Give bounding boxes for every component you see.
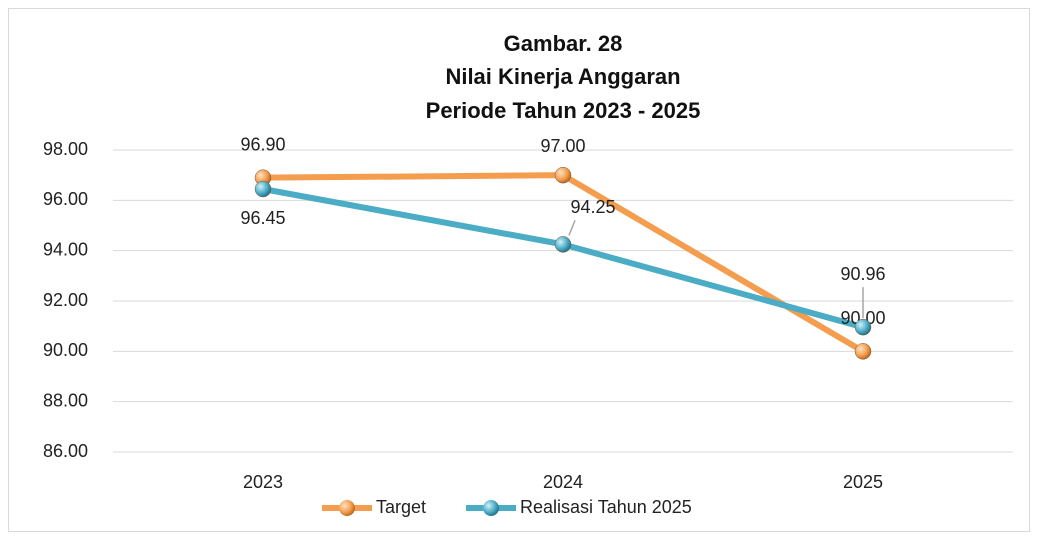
chart-title: Periode Tahun 2023 - 2025 [426,98,701,123]
y-tick-label: 98.00 [43,139,88,159]
chart-title: Gambar. 28 [504,31,623,56]
y-tick-label: 90.00 [43,340,88,360]
data-label: 96.45 [240,208,285,228]
data-label: 94.25 [570,197,615,217]
x-tick-label: 2024 [543,472,583,492]
data-point [554,166,572,184]
y-tick-label: 88.00 [43,390,88,410]
y-tick-label: 86.00 [43,441,88,461]
x-tick-label: 2025 [843,472,883,492]
legend-label: Target [376,497,426,517]
chart-border [8,8,1030,532]
chart-title: Nilai Kinerja Anggaran [445,64,680,89]
data-point [854,318,872,336]
data-point [554,236,572,253]
y-tick-label: 92.00 [43,290,88,310]
data-point [254,180,272,198]
legend-label: Realisasi Tahun 2025 [520,497,692,517]
data-label: 90.96 [840,264,885,284]
data-point [854,343,872,360]
y-tick-label: 96.00 [43,189,88,209]
data-label: 97.00 [540,136,585,156]
y-tick-label: 94.00 [43,239,88,259]
data-label: 96.90 [240,134,285,154]
x-tick-label: 2023 [243,472,283,492]
leader-line [568,220,576,236]
legend-marker [339,500,355,516]
legend-marker [483,500,500,516]
